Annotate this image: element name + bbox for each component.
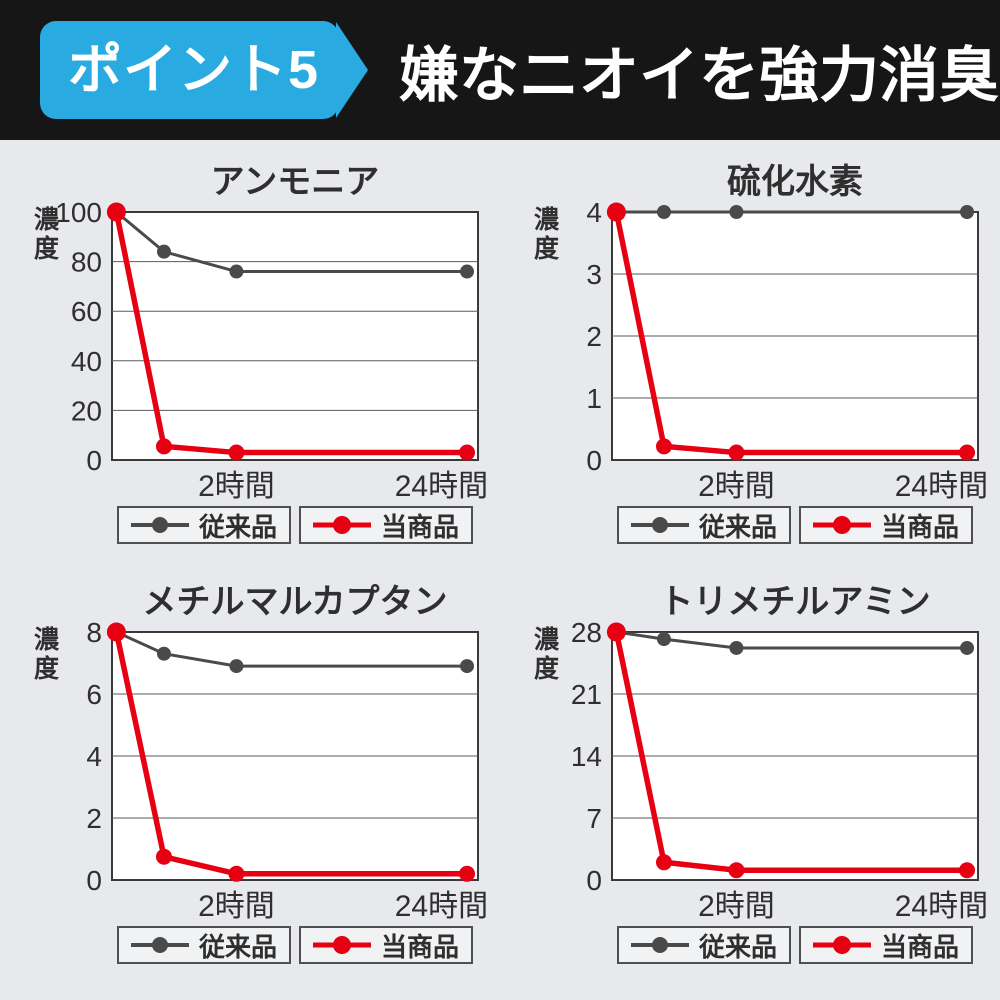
line-plot: 0 20 40 60 80 100 2時間 24時間 xyxy=(55,197,488,503)
chart-legend: 従来品 当商品 xyxy=(112,926,478,964)
svg-text:80: 80 xyxy=(71,247,102,278)
line-plot: 0 7 14 21 28 2時間 24時間 xyxy=(571,617,988,923)
svg-text:100: 100 xyxy=(55,197,102,228)
svg-text:24時間: 24時間 xyxy=(895,470,988,503)
svg-text:2: 2 xyxy=(586,321,602,352)
gray-line-marker-icon xyxy=(630,517,689,533)
line-plot: 0 1 2 3 4 2時間 24時間 xyxy=(586,197,988,503)
chart-title: アンモニア xyxy=(210,163,380,201)
y-axis-label: 濃度 xyxy=(534,626,560,683)
legend-label: 従来品 xyxy=(698,931,777,962)
legend-label: 当商品 xyxy=(381,931,460,962)
page-title: 嫌なニオイを強力消臭 xyxy=(399,41,1000,109)
svg-text:2時間: 2時間 xyxy=(198,470,275,503)
gray-line-marker-icon xyxy=(130,517,189,533)
y-axis-label: 濃度 xyxy=(34,206,60,263)
legend-conventional-product: 従来品 xyxy=(116,926,291,964)
red-line-marker-icon xyxy=(813,936,871,954)
svg-text:4: 4 xyxy=(86,741,102,772)
svg-text:2時間: 2時間 xyxy=(698,470,775,503)
header-bar: ポイント5 嫌なニオイを強力消臭 xyxy=(0,0,1000,140)
gray-line-marker-icon xyxy=(130,937,189,953)
legend-label: 従来品 xyxy=(198,511,277,542)
svg-text:4: 4 xyxy=(586,197,602,228)
svg-text:20: 20 xyxy=(71,395,102,426)
legend-conventional-product: 従来品 xyxy=(616,926,791,964)
svg-text:3: 3 xyxy=(586,259,602,290)
y-axis-label: 濃度 xyxy=(534,206,560,263)
red-line-marker-icon xyxy=(313,516,371,534)
svg-text:2時間: 2時間 xyxy=(698,890,775,923)
chart-legend: 従来品 当商品 xyxy=(112,506,478,544)
legend-this-product: 当商品 xyxy=(799,506,974,544)
svg-text:2時間: 2時間 xyxy=(198,890,275,923)
svg-text:24時間: 24時間 xyxy=(895,890,988,923)
svg-text:6: 6 xyxy=(86,679,102,710)
svg-text:40: 40 xyxy=(71,346,102,377)
legend-this-product: 当商品 xyxy=(799,926,974,964)
svg-text:21: 21 xyxy=(571,679,602,710)
chart-legend: 従来品 当商品 xyxy=(612,506,978,544)
svg-text:0: 0 xyxy=(86,865,102,896)
red-line-marker-icon xyxy=(813,516,871,534)
svg-text:1: 1 xyxy=(586,383,602,414)
legend-conventional-product: 従来品 xyxy=(616,506,791,544)
legend-label: 従来品 xyxy=(698,511,777,542)
gray-line-marker-icon xyxy=(630,937,689,953)
legend-this-product: 当商品 xyxy=(299,506,474,544)
svg-text:7: 7 xyxy=(586,803,602,834)
svg-text:0: 0 xyxy=(586,865,602,896)
svg-text:8: 8 xyxy=(86,617,102,648)
chart-title: トリメチルアミン xyxy=(659,583,931,621)
svg-text:0: 0 xyxy=(86,445,102,476)
chart-card-methyl-mercaptan: メチルマルカプタン 濃度 0 2 4 6 8 2時間 24時間 従来品 当商品 xyxy=(0,560,500,980)
chart-legend: 従来品 当商品 xyxy=(612,926,978,964)
chart-title: 硫化水素 xyxy=(727,163,863,201)
legend-label: 従来品 xyxy=(198,931,277,962)
red-line-marker-icon xyxy=(313,936,371,954)
svg-text:24時間: 24時間 xyxy=(395,890,488,923)
legend-label: 当商品 xyxy=(881,511,960,542)
line-plot: 0 2 4 6 8 2時間 24時間 xyxy=(86,617,488,923)
legend-label: 当商品 xyxy=(881,931,960,962)
chart-title: メチルマルカプタン xyxy=(142,583,448,621)
y-axis-label: 濃度 xyxy=(34,626,60,683)
legend-conventional-product: 従来品 xyxy=(116,506,291,544)
legend-label: 当商品 xyxy=(381,511,460,542)
svg-text:28: 28 xyxy=(571,617,602,648)
svg-text:60: 60 xyxy=(71,296,102,327)
svg-text:2: 2 xyxy=(86,803,102,834)
svg-text:0: 0 xyxy=(586,445,602,476)
chart-card-trimethylamine: トリメチルアミン 濃度 0 7 14 21 28 2時間 24時間 従来品 当商品 xyxy=(500,560,1000,980)
legend-this-product: 当商品 xyxy=(299,926,474,964)
chart-card-hydrogen-sulfide: 硫化水素 濃度 0 1 2 3 4 2時間 24時間 従来品 当商品 xyxy=(500,140,1000,560)
chart-grid: アンモニア 濃度 0 20 40 60 80 100 2時間 24時間 従来品 当商品 硫化水… xyxy=(0,140,1000,980)
svg-text:24時間: 24時間 xyxy=(395,470,488,503)
point-badge: ポイント5 xyxy=(40,21,340,119)
svg-text:14: 14 xyxy=(571,741,602,772)
chart-card-ammonia: アンモニア 濃度 0 20 40 60 80 100 2時間 24時間 従来品 当商品 xyxy=(0,140,500,560)
